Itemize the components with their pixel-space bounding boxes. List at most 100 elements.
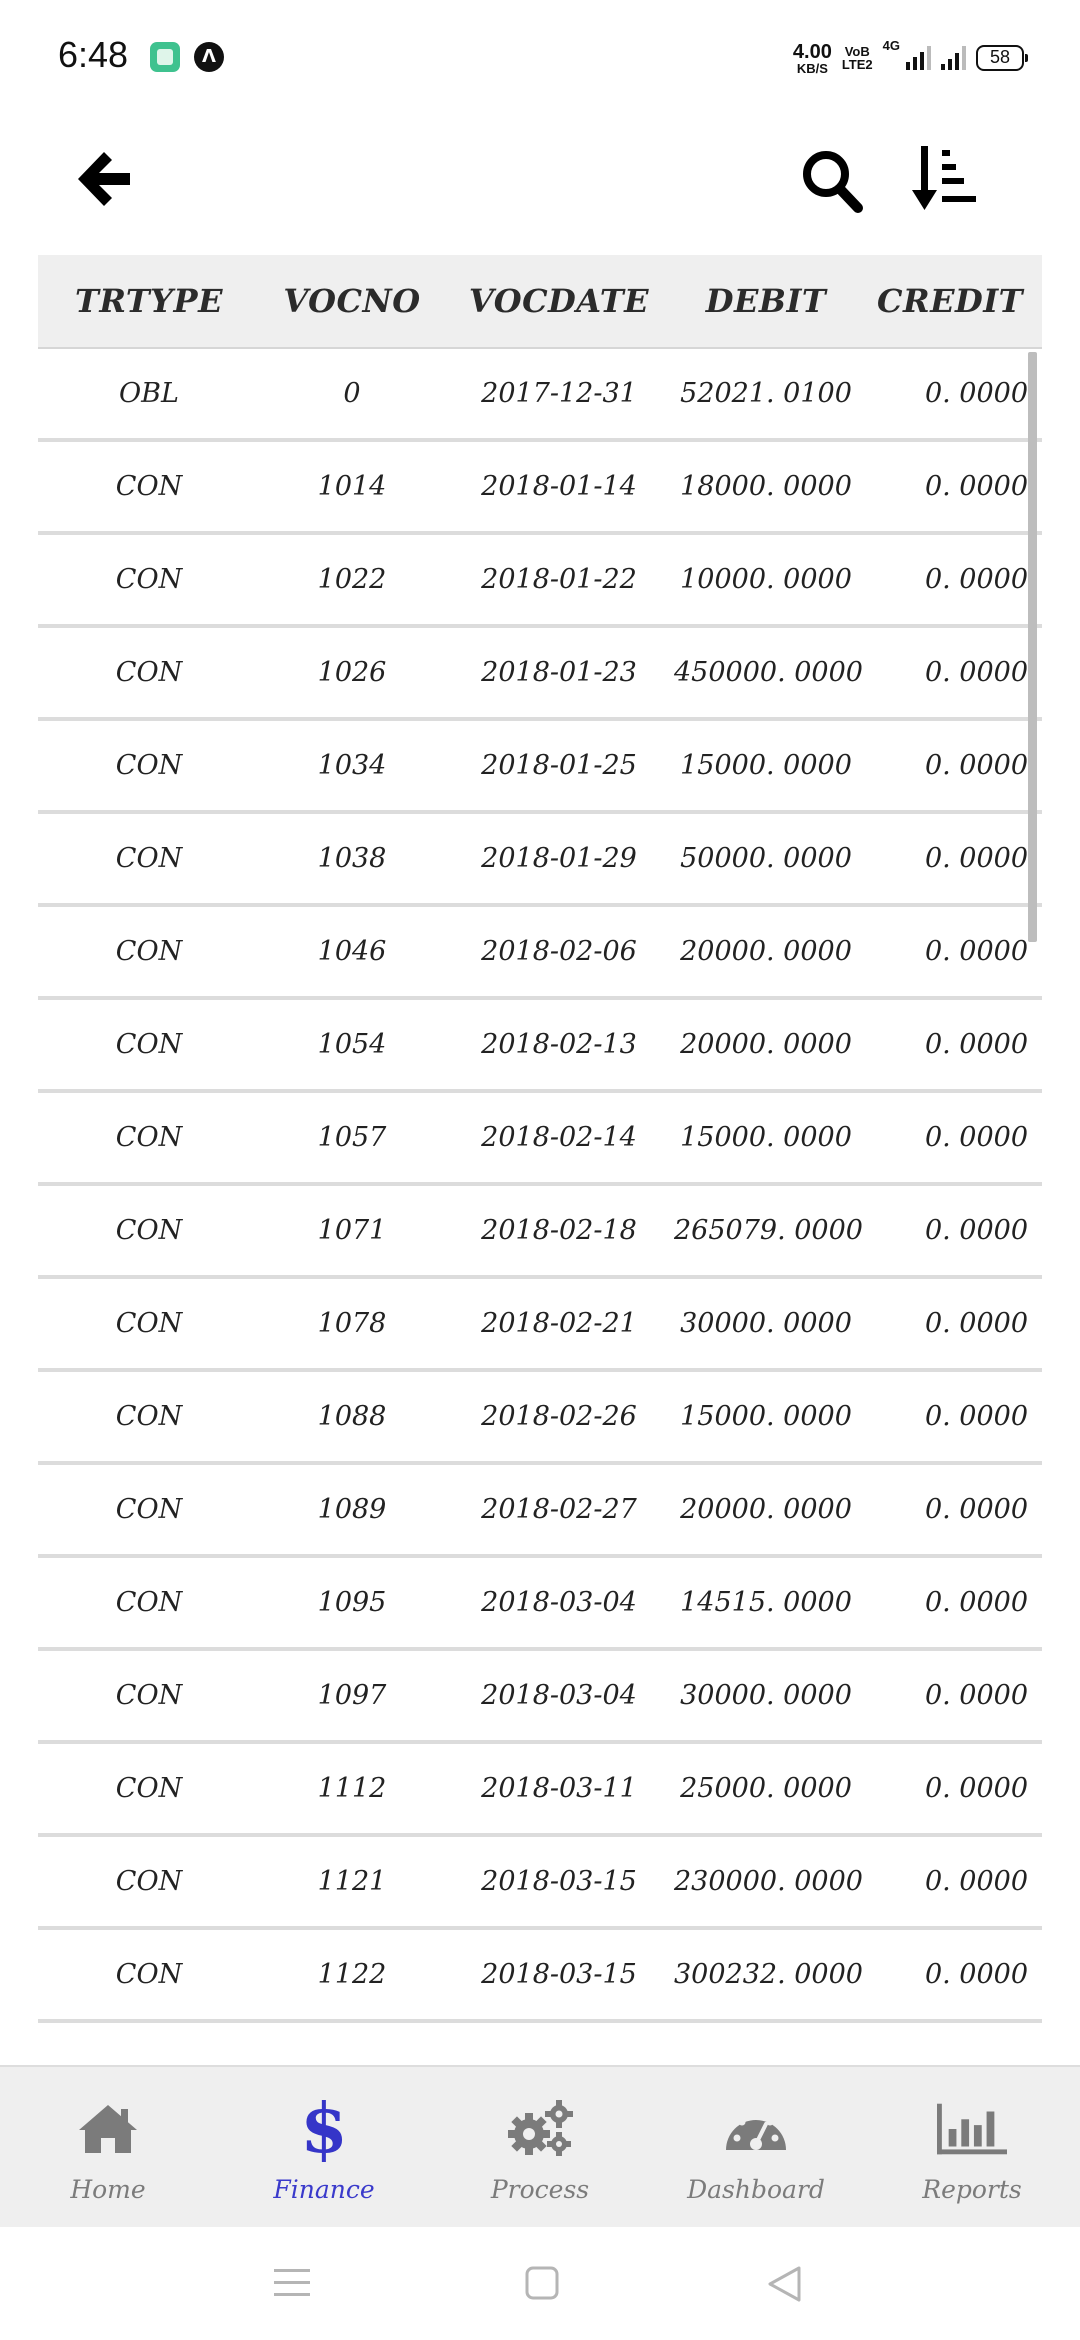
signal-icon-2 [941, 46, 966, 70]
table-row[interactable]: CON 1095 2018-03-04 14515. 0000 0. 0000 [38, 1558, 1042, 1651]
voucher-table: TRTYPE VOCNO VOCDATE DEBIT CREDIT OBL 0 20… [38, 255, 1042, 2023]
table-row[interactable]: OBL 0 2017-12-31 52021. 0100 0. 0000 [38, 349, 1042, 442]
cell-credit: 0. 0000 [924, 1587, 1028, 1618]
cell-vocdate: 2018-01-25 [481, 750, 637, 781]
cell-trtype: CON [115, 750, 183, 781]
cell-vocno: 1022 [317, 564, 387, 595]
cell-vocdate: 2018-02-27 [481, 1494, 637, 1525]
column-header-trtype[interactable]: TRTYPE [75, 282, 223, 320]
table-row[interactable]: CON 1057 2018-02-14 15000. 0000 0. 0000 [38, 1093, 1042, 1186]
cell-vocdate: 2018-03-04 [481, 1587, 637, 1618]
cell-debit: 20000. 0000 [680, 1494, 852, 1525]
cell-trtype: CON [115, 471, 183, 502]
cell-credit: 0. 0000 [924, 1773, 1028, 1804]
table-row[interactable]: CON 1089 2018-02-27 20000. 0000 0. 0000 [38, 1465, 1042, 1558]
table-row[interactable]: CON 1097 2018-03-04 30000. 0000 0. 0000 [38, 1651, 1042, 1744]
table-row[interactable]: CON 1121 2018-03-15 230000. 0000 0. 0000 [38, 1837, 1042, 1930]
cell-credit: 0. 0000 [924, 1959, 1028, 1990]
search-button[interactable] [800, 144, 864, 214]
sort-descending-icon [912, 146, 976, 210]
table-row[interactable]: CON 1071 2018-02-18 265079. 0000 0. 0000 [38, 1186, 1042, 1279]
nav-item-dashboard[interactable]: Dashboard [648, 2067, 864, 2227]
nav-item-reports[interactable]: Reports [864, 2067, 1080, 2227]
nav-item-process[interactable]: Process [432, 2067, 648, 2227]
cell-credit: 0. 0000 [924, 471, 1028, 502]
cell-debit: 15000. 0000 [680, 750, 852, 781]
cell-vocno: 1088 [317, 1401, 387, 1432]
bottom-navigation: Home $ Finance [0, 2065, 1080, 2227]
cell-vocdate: 2018-02-21 [481, 1308, 637, 1339]
app-notification-icon [150, 42, 180, 72]
table-row[interactable]: CON 1034 2018-01-25 15000. 0000 0. 0000 [38, 721, 1042, 814]
cell-trtype: CON [115, 657, 183, 688]
table-row[interactable]: CON 1122 2018-03-15 300232. 0000 0. 0000 [38, 1930, 1042, 2023]
cell-debit: 450000. 0000 [674, 657, 863, 688]
cell-trtype: CON [115, 564, 183, 595]
cell-credit: 0. 0000 [924, 1494, 1028, 1525]
column-header-vocdate[interactable]: VOCDATE [468, 282, 650, 320]
cell-credit: 0. 0000 [924, 1122, 1028, 1153]
cell-credit: 0. 0000 [924, 1308, 1028, 1339]
cell-trtype: CON [115, 1215, 183, 1246]
cell-vocdate: 2018-01-23 [481, 657, 637, 688]
status-indicators: 4.00 KB/S VoB LTE2 4G 58 [793, 38, 1028, 78]
battery-icon: 58 [976, 45, 1028, 71]
table-row[interactable]: CON 1022 2018-01-22 10000. 0000 0. 0000 [38, 535, 1042, 628]
cell-vocno: 1046 [317, 936, 387, 967]
cell-vocdate: 2018-02-13 [481, 1029, 637, 1060]
cell-trtype: CON [115, 1959, 183, 1990]
system-navigation [0, 2227, 1080, 2340]
table-row[interactable]: CON 1054 2018-02-13 20000. 0000 0. 0000 [38, 1000, 1042, 1093]
cell-trtype: CON [115, 843, 183, 874]
home-system-button[interactable] [524, 2265, 560, 2305]
cell-debit: 10000. 0000 [680, 564, 852, 595]
table-row[interactable]: CON 1026 2018-01-23 450000. 0000 0. 0000 [38, 628, 1042, 721]
cell-debit: 230000. 0000 [674, 1866, 863, 1897]
cell-credit: 0. 0000 [924, 936, 1028, 967]
table-row[interactable]: CON 1078 2018-02-21 30000. 0000 0. 0000 [38, 1279, 1042, 1372]
cell-vocno: 1122 [317, 1959, 387, 1990]
back-triangle-icon [768, 2266, 801, 2302]
table-row[interactable]: CON 1038 2018-01-29 50000. 0000 0. 0000 [38, 814, 1042, 907]
cell-trtype: CON [115, 1866, 183, 1897]
table-row[interactable]: CON 1112 2018-03-11 25000. 0000 0. 0000 [38, 1744, 1042, 1837]
cell-trtype: CON [115, 1029, 183, 1060]
column-header-debit[interactable]: DEBIT [705, 282, 827, 320]
bar-chart-icon [937, 2097, 1007, 2161]
nav-label-process: Process [490, 2175, 590, 2204]
nav-item-finance[interactable]: $ Finance [216, 2067, 432, 2227]
cell-trtype: CON [115, 1122, 183, 1153]
cell-debit: 25000. 0000 [680, 1773, 852, 1804]
app-header [0, 110, 1080, 250]
sort-button[interactable] [912, 140, 982, 216]
cell-trtype: CON [115, 936, 183, 967]
cell-trtype: CON [115, 1308, 183, 1339]
cell-debit: 265079. 0000 [674, 1215, 863, 1246]
cell-credit: 0. 0000 [924, 1029, 1028, 1060]
cell-debit: 15000. 0000 [680, 1122, 852, 1153]
nav-label-home: Home [70, 2175, 146, 2204]
back-button[interactable] [74, 144, 134, 214]
table-row[interactable]: CON 1046 2018-02-06 20000. 0000 0. 0000 [38, 907, 1042, 1000]
scrollbar[interactable] [1028, 352, 1037, 942]
cell-credit: 0. 0000 [924, 843, 1028, 874]
cell-vocdate: 2018-02-06 [481, 936, 637, 967]
cell-vocdate: 2018-01-29 [481, 843, 637, 874]
column-header-vocno[interactable]: VOCNO [283, 282, 421, 320]
menu-button[interactable] [272, 2265, 312, 2305]
cell-debit: 300232. 0000 [674, 1959, 863, 1990]
cell-vocno: 1071 [317, 1215, 387, 1246]
cell-trtype: CON [115, 1401, 183, 1432]
cell-trtype: CON [115, 1587, 183, 1618]
cell-vocno: 1057 [317, 1122, 387, 1153]
column-header-credit[interactable]: CREDIT [877, 282, 1023, 320]
cell-vocno: 1121 [317, 1866, 387, 1897]
app-notification-icon-2: Λ [194, 42, 224, 72]
cell-vocno: 1034 [317, 750, 387, 781]
arrow-left-icon [78, 152, 130, 206]
table-row[interactable]: CON 1014 2018-01-14 18000. 0000 0. 0000 [38, 442, 1042, 535]
back-system-button[interactable] [766, 2265, 802, 2307]
cell-credit: 0. 0000 [924, 1866, 1028, 1897]
table-row[interactable]: CON 1088 2018-02-26 15000. 0000 0. 0000 [38, 1372, 1042, 1465]
nav-item-home[interactable]: Home [0, 2067, 216, 2227]
